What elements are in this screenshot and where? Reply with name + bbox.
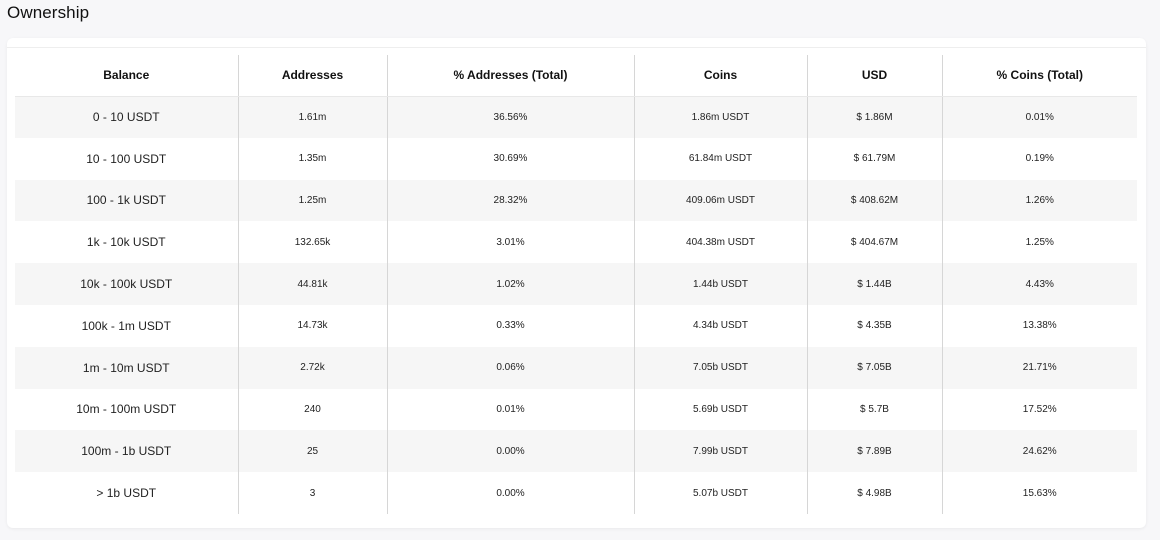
- addresses-cell: 25: [237, 430, 387, 473]
- usd-cell: $ 7.05B: [806, 346, 942, 389]
- coins-pct-cell: 1.26%: [941, 179, 1137, 222]
- usd-cell: $ 408.62M: [806, 179, 942, 222]
- addresses-pct-cell: 1.02%: [386, 263, 634, 305]
- header-addresses-pct[interactable]: % Addresses (Total): [386, 55, 634, 97]
- addresses-cell: 3: [237, 472, 387, 514]
- coins-cell: 7.99b USDT: [633, 430, 807, 473]
- table-header-row: Balance Addresses % Addresses (Total) Co…: [15, 55, 1137, 97]
- balance-cell: 1m - 10m USDT: [15, 346, 238, 389]
- header-usd[interactable]: USD: [806, 55, 942, 97]
- balance-cell: 10 - 100 USDT: [86, 151, 167, 166]
- balance-cell: 1k - 10k USDT: [86, 235, 166, 250]
- addresses-pct-cell: 0.00%: [386, 430, 634, 473]
- usd-cell: $ 4.98B: [806, 472, 942, 514]
- addresses-cell: 240: [237, 388, 387, 431]
- coins-pct-cell: 24.62%: [941, 430, 1137, 473]
- table-row: 100m - 1b USDT 25 0.00% 7.99b USDT $ 7.89B 24…: [15, 430, 1137, 473]
- table-body: 0 - 10 USDT 1.61m 36.56% 1.86m USDT $ 1.86M 0…: [15, 96, 1137, 514]
- coins-cell: 409.06m USDT: [633, 179, 807, 222]
- header-balance[interactable]: Balance: [15, 55, 238, 97]
- usd-cell: $ 5.7B: [806, 388, 942, 431]
- table-row: 10m - 100m USDT 240 0.01% 5.69b USDT $ 5.7B 1…: [15, 388, 1137, 431]
- usd-cell: $ 7.89B: [806, 430, 942, 473]
- usd-cell: $ 404.67M: [806, 221, 942, 264]
- coins-cell: 61.84m USDT: [633, 137, 807, 180]
- balance-cell: 100m - 1b USDT: [15, 430, 238, 473]
- coins-pct-cell: 1.25%: [941, 221, 1137, 264]
- table-row: > 1b USDT 3 0.00% 5.07b USDT $ 4.98B 15.63%: [15, 472, 1137, 514]
- addresses-cell: 132.65k: [237, 221, 387, 264]
- coins-cell: 404.38m USDT: [633, 221, 807, 264]
- addresses-cell: 44.81k: [237, 263, 387, 305]
- section-title: Ownership: [7, 3, 90, 22]
- usd-cell: $ 61.79M: [806, 137, 942, 180]
- header-coins[interactable]: Coins: [633, 55, 807, 97]
- table-row: 0 - 10 USDT 1.61m 36.56% 1.86m USDT $ 1.86M 0…: [15, 96, 1137, 138]
- coins-pct-cell: 13.38%: [941, 304, 1137, 347]
- coins-cell: 1.86m USDT: [633, 96, 807, 138]
- card-divider: [7, 47, 1146, 48]
- usd-cell: $ 1.86M: [806, 96, 942, 138]
- addresses-pct-cell: 36.56%: [386, 96, 634, 138]
- coins-pct-cell: 0.19%: [941, 137, 1137, 180]
- balance-cell: > 1b USDT: [96, 486, 157, 501]
- balance-cell: 10k - 100k USDT: [15, 263, 238, 305]
- coins-cell: 5.07b USDT: [633, 472, 807, 514]
- usd-cell: $ 1.44B: [806, 263, 942, 305]
- addresses-pct-cell: 28.32%: [386, 179, 634, 222]
- table-row: 100 - 1k USDT 1.25m 28.32% 409.06m USDT $ 40…: [15, 179, 1137, 222]
- addresses-pct-cell: 0.33%: [386, 304, 634, 347]
- coins-cell: 1.44b USDT: [633, 263, 807, 305]
- coins-pct-cell: 17.52%: [941, 388, 1137, 431]
- addresses-pct-cell: 0.01%: [386, 388, 634, 431]
- header-addresses[interactable]: Addresses: [237, 55, 387, 97]
- table-row: 1k - 10k USDT 132.65k 3.01% 404.38m USDT $ 4…: [15, 221, 1137, 264]
- coins-cell: 4.34b USDT: [633, 304, 807, 347]
- balance-cell: 10m - 100m USDT: [76, 402, 177, 417]
- table-row: 10k - 100k USDT 44.81k 1.02% 1.44b USDT $ 1.…: [15, 263, 1137, 305]
- table-row: 10 - 100 USDT 1.35m 30.69% 61.84m USDT $ 61.…: [15, 137, 1137, 180]
- coins-pct-cell: 21.71%: [941, 346, 1137, 389]
- table-row: 1m - 10m USDT 2.72k 0.06% 7.05b USDT $ 7.05B…: [15, 346, 1137, 389]
- balance-cell: 0 - 10 USDT: [15, 96, 238, 138]
- table-row: 100k - 1m USDT 14.73k 0.33% 4.34b USDT $ 4.3…: [15, 304, 1137, 347]
- ownership-card: Balance Addresses % Addresses (Total) Co…: [7, 38, 1146, 528]
- balance-cell: 100 - 1k USDT: [15, 179, 238, 222]
- balance-cell: 100k - 1m USDT: [81, 318, 171, 333]
- ownership-table: Balance Addresses % Addresses (Total) Co…: [15, 55, 1137, 514]
- addresses-cell: 2.72k: [237, 346, 387, 389]
- addresses-cell: 1.25m: [237, 179, 387, 222]
- coins-pct-cell: 15.63%: [941, 472, 1137, 514]
- coins-cell: 7.05b USDT: [633, 346, 807, 389]
- header-coins-pct[interactable]: % Coins (Total): [941, 55, 1137, 97]
- addresses-pct-cell: 0.06%: [386, 346, 634, 389]
- addresses-cell: 1.35m: [237, 137, 387, 180]
- usd-cell: $ 4.35B: [806, 304, 942, 347]
- addresses-cell: 14.73k: [237, 304, 387, 347]
- addresses-cell: 1.61m: [237, 96, 387, 138]
- coins-pct-cell: 4.43%: [941, 263, 1137, 305]
- coins-pct-cell: 0.01%: [941, 96, 1137, 138]
- addresses-pct-cell: 30.69%: [386, 137, 634, 180]
- coins-cell: 5.69b USDT: [633, 388, 807, 431]
- addresses-pct-cell: 3.01%: [386, 221, 634, 264]
- addresses-pct-cell: 0.00%: [386, 472, 634, 514]
